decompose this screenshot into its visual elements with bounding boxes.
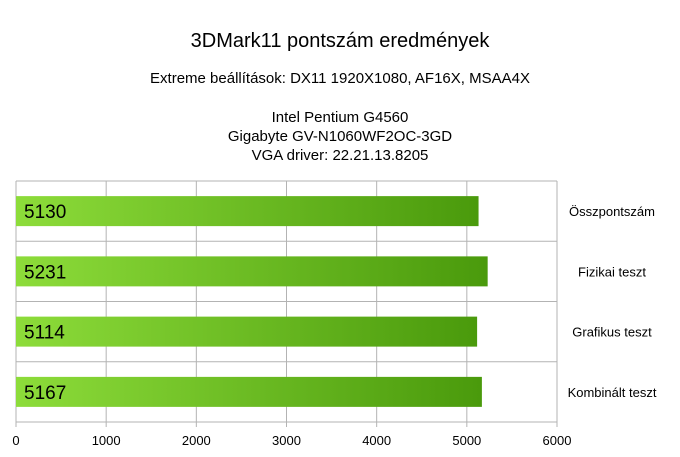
x-axis: 0 1000 2000 3000 4000 5000 6000	[12, 433, 571, 448]
info-line-gpu: Gigabyte GV-N1060WF2OC-3GD	[227, 128, 453, 145]
bars: 5130 Összpontszám 5231 Fizikai teszt 5114 Gra…	[16, 196, 657, 407]
category-label: Fizikai teszt	[578, 264, 646, 279]
chart-info: Intel Pentium G4560 Gigabyte GV-N1060WF2…	[0, 108, 680, 165]
x-tick-label: 3000	[272, 433, 301, 448]
x-tick-label: 4000	[362, 433, 391, 448]
bar	[16, 256, 488, 287]
bar-data-label: 5114	[24, 323, 65, 344]
x-tick-label: 2000	[182, 433, 211, 448]
bar	[16, 376, 482, 407]
bar-data-label: 5231	[24, 262, 66, 283]
category-label: Összpontszám	[569, 204, 655, 219]
x-tick-label: 6000	[543, 433, 572, 448]
category-label: Grafikus teszt	[572, 325, 652, 340]
x-tick-label: 0	[12, 433, 19, 448]
bar-data-label: 5130	[24, 202, 66, 223]
category-label: Kombinált teszt	[568, 385, 657, 400]
x-tick-label: 5000	[452, 433, 481, 448]
info-line-driver: VGA driver: 22.21.13.8205	[251, 147, 429, 164]
chart-subtitle: Extreme beállítások: DX11 1920X1080, AF1…	[150, 70, 530, 87]
info-line-cpu: Intel Pentium G4560	[271, 109, 409, 126]
bar	[16, 196, 479, 227]
x-tick-label: 1000	[92, 433, 121, 448]
bar	[16, 316, 478, 347]
bar-data-label: 5167	[24, 383, 66, 404]
chart-title: 3DMark11 pontszám eredmények	[190, 30, 490, 52]
